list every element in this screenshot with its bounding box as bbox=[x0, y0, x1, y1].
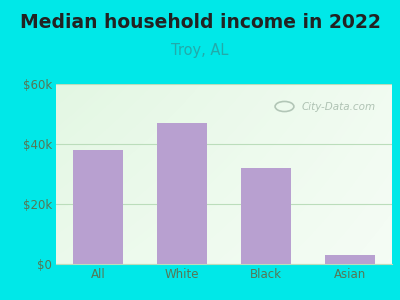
Text: City-Data.com: City-Data.com bbox=[301, 102, 376, 112]
Bar bbox=[73, 150, 123, 264]
Bar bbox=[157, 123, 207, 264]
Text: Troy, AL: Troy, AL bbox=[171, 44, 229, 59]
Bar bbox=[241, 168, 291, 264]
Bar bbox=[325, 255, 375, 264]
Text: Median household income in 2022: Median household income in 2022 bbox=[20, 14, 380, 32]
